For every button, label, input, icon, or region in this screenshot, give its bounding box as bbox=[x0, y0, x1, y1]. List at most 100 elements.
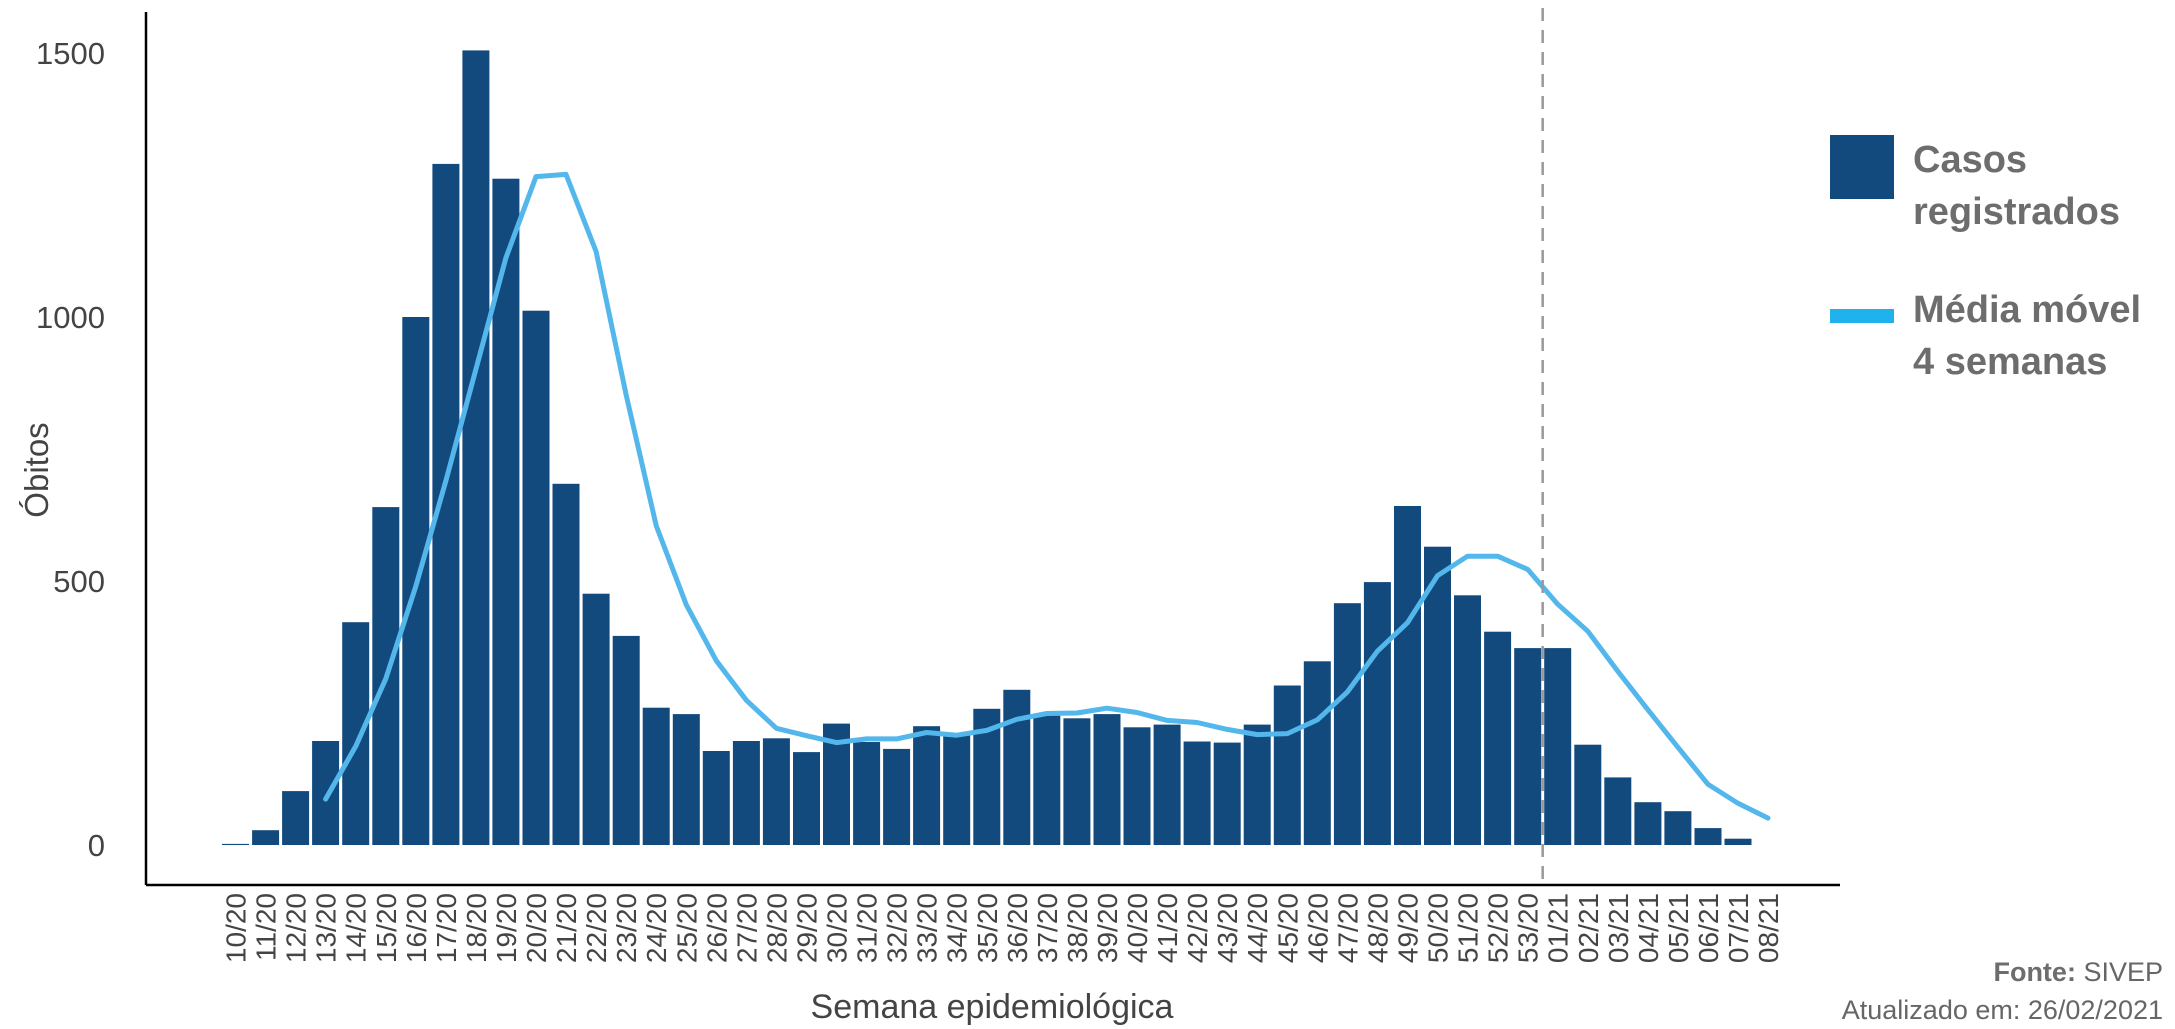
legend-line-swatch bbox=[1830, 309, 1894, 323]
bar-20/20 bbox=[522, 310, 550, 845]
legend: Casos registrados Média móvel 4 semanas bbox=[1830, 130, 2170, 430]
x-tick-05/21: 05/21 bbox=[1663, 893, 1694, 963]
x-tick-46/20: 46/20 bbox=[1302, 893, 1333, 963]
bar-50/20 bbox=[1424, 546, 1451, 845]
x-tick-25/20: 25/20 bbox=[671, 893, 702, 963]
bar-31/20 bbox=[853, 742, 881, 845]
y-tick-500: 500 bbox=[53, 564, 105, 599]
x-tick-47/20: 47/20 bbox=[1332, 893, 1363, 963]
x-tick-45/20: 45/20 bbox=[1272, 893, 1303, 963]
x-tick-37/20: 37/20 bbox=[1032, 893, 1063, 963]
bar-34/20 bbox=[943, 733, 971, 845]
x-tick-19/20: 19/20 bbox=[491, 893, 522, 963]
legend-line-label: Média móvel 4 semanas bbox=[1913, 289, 2142, 383]
y-tick-1500: 1500 bbox=[36, 36, 105, 71]
bar-23/20 bbox=[612, 635, 640, 845]
bar-48/20 bbox=[1363, 582, 1391, 845]
bar-33/20 bbox=[913, 726, 941, 845]
bar-27/20 bbox=[732, 741, 760, 845]
bar-45/20 bbox=[1273, 685, 1301, 845]
x-tick-39/20: 39/20 bbox=[1092, 893, 1123, 963]
x-tick-22/20: 22/20 bbox=[581, 893, 612, 963]
bar-17/20 bbox=[432, 163, 460, 845]
bar-05/21 bbox=[1664, 811, 1692, 845]
x-tick-30/20: 30/20 bbox=[822, 893, 853, 963]
bar-41/20 bbox=[1153, 724, 1181, 845]
bar-52/20 bbox=[1484, 631, 1512, 845]
bar-26/20 bbox=[702, 751, 730, 845]
x-tick-labels: 10/20 11/20 12/20 13/20 14/20 15/20 16/20 17/20… bbox=[221, 893, 1785, 963]
x-tick-41/20: 41/20 bbox=[1152, 893, 1183, 963]
x-tick-35/20: 35/20 bbox=[972, 893, 1003, 963]
x-tick-42/20: 42/20 bbox=[1182, 893, 1213, 963]
x-tick-03/21: 03/21 bbox=[1603, 893, 1634, 963]
x-tick-12/20: 12/20 bbox=[281, 893, 312, 963]
bar-19/20 bbox=[492, 178, 520, 845]
source-value: SIVEP bbox=[2083, 957, 2163, 987]
x-tick-38/20: 38/20 bbox=[1062, 893, 1093, 963]
x-tick-21/20: 21/20 bbox=[551, 893, 582, 963]
x-tick-26/20: 26/20 bbox=[701, 893, 732, 963]
x-tick-27/20: 27/20 bbox=[731, 893, 762, 963]
bar-14/20 bbox=[342, 622, 370, 845]
bar-03/21 bbox=[1604, 777, 1632, 845]
bar-11/20 bbox=[252, 830, 280, 845]
bar-38/20 bbox=[1063, 718, 1091, 845]
bar-06/21 bbox=[1694, 828, 1722, 845]
bar-53/20 bbox=[1514, 648, 1542, 845]
x-tick-16/20: 16/20 bbox=[401, 893, 432, 963]
bar-47/20 bbox=[1333, 603, 1361, 845]
x-tick-01/21: 01/21 bbox=[1543, 893, 1574, 963]
y-tick-0: 0 bbox=[88, 828, 105, 863]
bar-13/20 bbox=[312, 741, 340, 845]
bar-01/21 bbox=[1544, 648, 1572, 845]
bar-42/20 bbox=[1183, 741, 1211, 845]
x-tick-48/20: 48/20 bbox=[1362, 893, 1393, 963]
bar-10/20 bbox=[222, 843, 249, 845]
x-tick-08/21: 08/21 bbox=[1753, 893, 1784, 963]
x-tick-44/20: 44/20 bbox=[1242, 893, 1273, 963]
updated-note: Atualizado em: 26/02/2021 bbox=[1841, 995, 2163, 1025]
x-tick-32/20: 32/20 bbox=[882, 893, 913, 963]
legend-item-line: Média móvel 4 semanas bbox=[1830, 280, 2170, 430]
x-tick-33/20: 33/20 bbox=[912, 893, 943, 963]
x-tick-18/20: 18/20 bbox=[461, 893, 492, 963]
x-tick-34/20: 34/20 bbox=[942, 893, 973, 963]
bar-24/20 bbox=[642, 707, 670, 845]
moving-average-line bbox=[323, 171, 1771, 821]
x-tick-14/20: 14/20 bbox=[341, 893, 372, 963]
bar-29/20 bbox=[793, 752, 820, 845]
bar-12/20 bbox=[282, 791, 310, 845]
x-axis-title: Semana epidemiológica bbox=[811, 988, 1174, 1026]
x-tick-15/20: 15/20 bbox=[371, 893, 402, 963]
bar-04/21 bbox=[1634, 802, 1662, 845]
x-tick-11/20: 11/20 bbox=[251, 893, 282, 961]
y-axis-title: Óbitos bbox=[18, 422, 55, 517]
bar-02/21 bbox=[1574, 744, 1602, 845]
x-tick-02/21: 02/21 bbox=[1573, 893, 1604, 963]
chart-canvas: 0 500 1000 1500 10/20 11/20 12/20 13/20 14/20 15… bbox=[18, 8, 1840, 1026]
legend-bar-label: Casos registrados bbox=[1913, 139, 2120, 233]
x-tick-17/20: 17/20 bbox=[431, 893, 462, 963]
bar-32/20 bbox=[883, 748, 911, 845]
bar-49/20 bbox=[1394, 506, 1421, 845]
bar-22/20 bbox=[582, 593, 610, 845]
footer: Fonte: SIVEP Atualizado em: 26/02/2021 bbox=[1842, 953, 2163, 1029]
legend-item-bars: Casos registrados bbox=[1830, 130, 2170, 280]
x-tick-04/21: 04/21 bbox=[1633, 893, 1664, 963]
x-tick-10/20: 10/20 bbox=[221, 893, 252, 963]
x-tick-24/20: 24/20 bbox=[641, 893, 672, 963]
x-tick-06/21: 06/21 bbox=[1693, 893, 1724, 963]
bars-group bbox=[222, 50, 1752, 845]
bar-18/20 bbox=[462, 50, 490, 845]
x-tick-29/20: 29/20 bbox=[791, 893, 822, 963]
bar-37/20 bbox=[1033, 715, 1061, 845]
bar-46/20 bbox=[1303, 661, 1331, 845]
source-label: Fonte: bbox=[1993, 957, 2076, 987]
x-tick-20/20: 20/20 bbox=[521, 893, 552, 963]
bar-21/20 bbox=[552, 483, 580, 845]
y-tick-1000: 1000 bbox=[36, 300, 105, 335]
bar-44/20 bbox=[1243, 724, 1271, 845]
bar-07/21 bbox=[1724, 838, 1752, 845]
bar-36/20 bbox=[1003, 689, 1031, 845]
